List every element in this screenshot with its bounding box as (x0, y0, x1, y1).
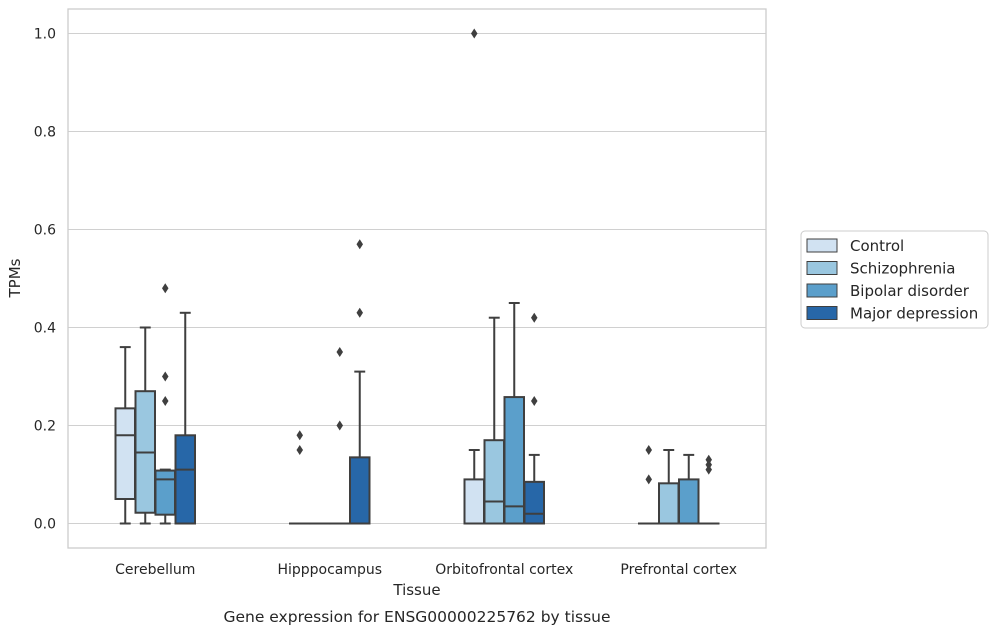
outlier-point (162, 371, 169, 382)
box-body (463, 478, 485, 525)
box-body (658, 482, 680, 525)
box-body (154, 469, 176, 516)
y-tick-label: 0.6 (34, 223, 56, 239)
box-schizophrenia (134, 326, 156, 525)
x-tick-label: Hipppocampus (277, 562, 382, 578)
box-major-depression (523, 312, 545, 525)
box-body (678, 478, 700, 525)
box-control (638, 445, 660, 525)
legend-swatch (806, 283, 838, 298)
grid-lines (68, 32, 766, 525)
outlier-point (356, 307, 363, 318)
y-tick-label: 1.0 (34, 27, 56, 43)
outlier-point (645, 445, 652, 455)
outlier-point (162, 283, 169, 294)
y-axis-title: TPMs (6, 258, 24, 298)
box-control (463, 28, 485, 525)
outlier-point (336, 347, 343, 357)
outlier-point (296, 430, 303, 441)
x-tick-label: Cerebellum (115, 562, 195, 578)
box-major-depression (349, 239, 371, 525)
legend-label: Bipolar disorder (850, 282, 970, 300)
y-tick-label: 0.8 (34, 125, 56, 141)
box-plots (114, 28, 720, 525)
x-axis-ticks: Cerebellum Hipppocampus Orbitofrontal cort… (115, 562, 737, 578)
outlier-point (471, 28, 478, 39)
legend-swatch (806, 261, 838, 275)
outlier-point (531, 396, 538, 406)
box-major-depression (174, 311, 196, 525)
box-body (483, 439, 505, 525)
legend-label: Schizophrenia (850, 260, 955, 278)
x-tick-label: Orbitofrontal cortex (435, 562, 573, 578)
legend-label: Major depression (850, 305, 978, 323)
legend-label: Control (850, 237, 904, 255)
outlier-point (336, 420, 343, 431)
box-body (114, 407, 136, 501)
y-tick-label: 0.2 (34, 419, 56, 435)
outlier-point (645, 474, 652, 485)
legend-frame (800, 230, 989, 329)
legend-swatch (806, 238, 838, 253)
outlier-point (296, 445, 303, 455)
box-major-depression (698, 454, 720, 525)
box-body (503, 396, 525, 525)
chart-caption: Gene expression for ENSG00000225762 by t… (223, 608, 610, 626)
box-bipolar-disorder (329, 347, 351, 525)
box-body (174, 434, 196, 525)
plot-area-frame (67, 8, 767, 549)
box-bipolar-disorder (154, 283, 176, 525)
y-axis-ticks: 0.0 0.2 0.4 0.6 0.8 1.0 (34, 27, 56, 533)
outlier-point (162, 396, 169, 406)
legend-swatch (806, 306, 838, 320)
box-schizophrenia (483, 316, 505, 525)
y-tick-label: 0.0 (34, 517, 56, 533)
outlier-point (705, 454, 712, 465)
outlier-point (356, 239, 363, 250)
box-control (289, 430, 311, 525)
box-control (114, 346, 136, 525)
box-schizophrenia (658, 449, 680, 525)
box-bipolar-disorder (503, 302, 525, 525)
box-body (523, 480, 545, 525)
x-axis-title: Tissue (392, 581, 440, 599)
box-bipolar-disorder (678, 453, 700, 525)
box-body (349, 456, 371, 525)
x-tick-label: Prefrontal cortex (620, 562, 737, 578)
y-tick-label: 0.4 (34, 321, 56, 337)
legend: Control Schizophrenia Bipolar disorder Majo… (800, 230, 989, 329)
outlier-point (531, 312, 538, 323)
